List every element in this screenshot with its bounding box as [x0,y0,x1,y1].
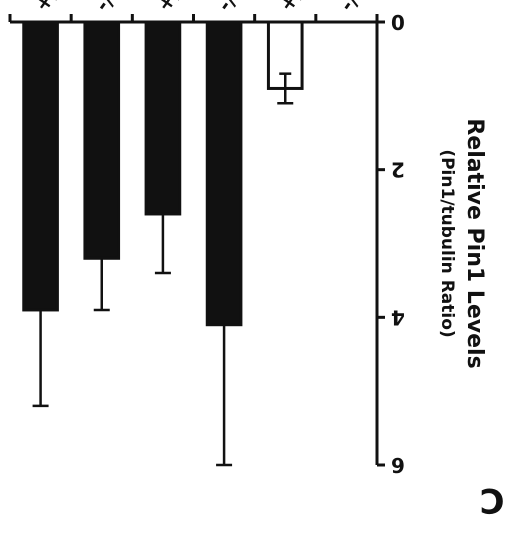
bar [83,20,121,260]
y-tick-label: 6 [391,453,405,477]
category-label: Pin1+/+ [275,0,347,17]
plot-area: 0246Pin1-/-Pin1+/+Ras/Pin1+/-Ras/Pin1+/+… [8,0,505,520]
y-axis-subtitle: (Pin1/tubulin Ratio) [437,149,457,337]
bar [144,20,182,216]
panel-label: C [480,480,505,520]
y-tick-label: 0 [391,10,405,34]
y-axis-title: Relative Pin1 Levels [462,118,487,368]
y-tick-label: 2 [391,158,405,182]
bar [205,20,243,327]
y-tick-label: 4 [391,305,405,329]
bar [22,20,59,312]
category-label: Pin1-/- [336,0,398,17]
